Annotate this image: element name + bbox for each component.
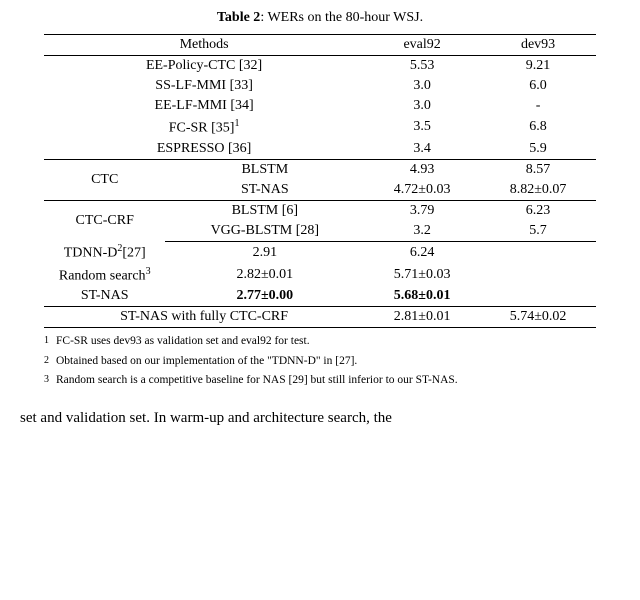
- footnote-marker: 1: [44, 334, 56, 353]
- value-cell: 2.91: [165, 241, 364, 264]
- caption-rest: : WERs on the 80-hour WSJ.: [260, 10, 423, 25]
- value-cell: 3.79: [364, 200, 480, 221]
- value-cell: 5.68±0.01: [364, 286, 480, 307]
- value-cell: 2.77±0.00: [165, 286, 364, 307]
- method-name: ST-NAS: [165, 180, 364, 201]
- results-table: Methods eval92 dev93 EE-Policy-CTC [32]5…: [44, 34, 596, 328]
- method-name: ST-NAS: [44, 286, 165, 307]
- value-cell: 5.53: [364, 56, 480, 77]
- method-name: BLSTM [6]: [165, 200, 364, 221]
- value-cell: 9.21: [480, 56, 596, 77]
- footnote-text: Obtained based on our implementation of …: [56, 354, 596, 373]
- last-row-dev93: 5.74±0.02: [480, 307, 596, 328]
- value-cell: 8.82±0.07: [480, 180, 596, 201]
- value-cell: 3.0: [364, 96, 480, 116]
- table-row: CTCBLSTM4.938.57: [44, 159, 596, 180]
- footnote-marker: 3: [44, 373, 56, 392]
- group-label-ctc-crf: CTC-CRF: [44, 200, 165, 241]
- method-name: TDNN-D2[27]: [44, 241, 165, 264]
- value-cell: 3.4: [364, 139, 480, 160]
- value-cell: 3.0: [364, 76, 480, 96]
- table-row: CTC-CRFBLSTM [6]3.796.23: [44, 200, 596, 221]
- value-cell: 2.82±0.01: [165, 264, 364, 287]
- table-row: ESPRESSO [36]3.45.9: [44, 139, 596, 160]
- table-row: EE-LF-MMI [34]3.0-: [44, 96, 596, 116]
- page-fragment-text: set and validation set. In warm-up and a…: [20, 407, 620, 430]
- footnote: 3Random search is a competitive baseline…: [44, 373, 596, 392]
- header-methods: Methods: [44, 35, 364, 56]
- table-caption: Table 2: WERs on the 80-hour WSJ.: [20, 10, 620, 26]
- value-cell: 5.9: [480, 139, 596, 160]
- method-name: BLSTM: [165, 159, 364, 180]
- value-cell: 4.93: [364, 159, 480, 180]
- method-name: FC-SR [35]1: [44, 116, 364, 139]
- method-name: SS-LF-MMI [33]: [44, 76, 364, 96]
- method-name: EE-LF-MMI [34]: [44, 96, 364, 116]
- table-row: FC-SR [35]13.56.8: [44, 116, 596, 139]
- value-cell: 8.57: [480, 159, 596, 180]
- group-label-ctc: CTC: [44, 159, 165, 200]
- table-row: Random search32.82±0.015.71±0.03: [44, 264, 596, 287]
- value-cell: 6.23: [480, 200, 596, 221]
- value-cell: 6.8: [480, 116, 596, 139]
- header-dev93: dev93: [480, 35, 596, 56]
- table-row: ST-NAS2.77±0.005.68±0.01: [44, 286, 596, 307]
- footnote-text: Random search is a competitive baseline …: [56, 373, 596, 392]
- footnote: 1FC-SR uses dev93 as validation set and …: [44, 334, 596, 353]
- value-cell: 3.2: [364, 221, 480, 242]
- caption-prefix: Table 2: [217, 10, 260, 25]
- header-eval92: eval92: [364, 35, 480, 56]
- table-row: EE-Policy-CTC [32]5.539.21: [44, 56, 596, 77]
- method-name: EE-Policy-CTC [32]: [44, 56, 364, 77]
- method-name: ESPRESSO [36]: [44, 139, 364, 160]
- value-cell: 5.7: [480, 221, 596, 242]
- last-row-name: ST-NAS with fully CTC-CRF: [44, 307, 364, 328]
- value-cell: -: [480, 96, 596, 116]
- footnote: 2Obtained based on our implementation of…: [44, 354, 596, 373]
- method-name: Random search3: [44, 264, 165, 287]
- method-name: VGG-BLSTM [28]: [165, 221, 364, 242]
- footnotes: 1FC-SR uses dev93 as validation set and …: [44, 334, 596, 392]
- table-row: TDNN-D2[27]2.916.24: [44, 241, 596, 264]
- last-row-eval92: 2.81±0.01: [364, 307, 480, 328]
- table-row: SS-LF-MMI [33]3.06.0: [44, 76, 596, 96]
- value-cell: 5.71±0.03: [364, 264, 480, 287]
- footnote-marker: 2: [44, 354, 56, 373]
- value-cell: 4.72±0.03: [364, 180, 480, 201]
- value-cell: 3.5: [364, 116, 480, 139]
- footnote-text: FC-SR uses dev93 as validation set and e…: [56, 334, 596, 353]
- value-cell: 6.24: [364, 241, 480, 264]
- value-cell: 6.0: [480, 76, 596, 96]
